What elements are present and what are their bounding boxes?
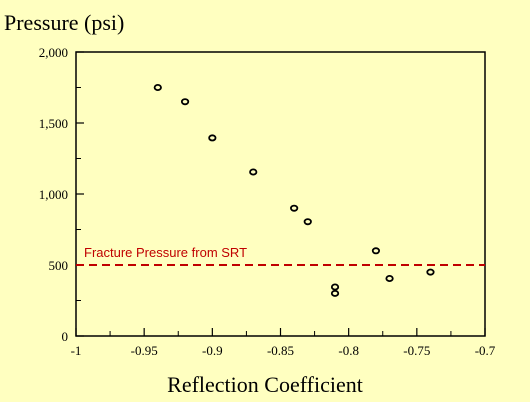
x-tick-label: -0.75: [403, 343, 430, 358]
data-point: [330, 283, 340, 291]
data-point: [290, 204, 299, 212]
y-axis-label: Pressure (psi): [4, 10, 124, 35]
x-tick-label: -0.95: [131, 343, 158, 358]
data-point: [385, 274, 394, 282]
y-axis: 0 500 1,000 1,500 2,000: [39, 45, 84, 344]
data-point: [330, 289, 340, 297]
x-tick-label: -0.85: [267, 343, 294, 358]
data-point: [208, 134, 217, 142]
y-tick-label: 2,000: [39, 45, 68, 60]
data-point: [153, 84, 162, 92]
x-tick-label: -0.9: [202, 343, 223, 358]
fracture-pressure-label: Fracture Pressure from SRT: [84, 245, 247, 260]
x-tick-label: -0.7: [475, 343, 496, 358]
data-point: [303, 218, 312, 226]
y-tick-label: 1,500: [39, 116, 68, 131]
reference-line-group: Fracture Pressure from SRT: [76, 245, 485, 266]
data-point: [249, 168, 258, 176]
data-point: [371, 247, 381, 255]
x-axis-label: Reflection Coefficient: [167, 372, 363, 397]
x-tick-label: -0.8: [338, 343, 359, 358]
data-point: [426, 268, 435, 276]
y-tick-label: 500: [49, 258, 69, 273]
data-point: [180, 98, 190, 106]
y-tick-label: 1,000: [39, 187, 68, 202]
plot-frame: [75, 51, 486, 337]
x-tick-label: -1: [71, 343, 82, 358]
x-axis: -1 -0.95 -0.9 -0.85 -0.8 -0.75 -0.7: [71, 328, 496, 358]
data-points: [153, 84, 435, 297]
y-tick-label: 0: [62, 329, 69, 344]
